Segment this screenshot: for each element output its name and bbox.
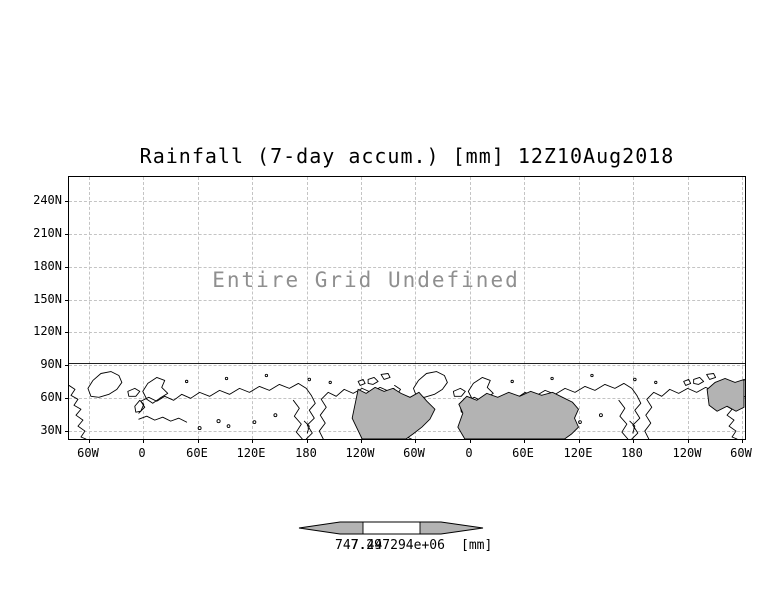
gridline-vertical <box>633 177 634 439</box>
x-tick-label: 60W <box>730 446 752 460</box>
gridline-horizontal <box>69 267 745 268</box>
y-tick-label: 150N <box>33 292 62 306</box>
colorbar-left-arrow <box>299 522 363 534</box>
gridline-vertical <box>89 177 90 439</box>
colorbar-outline <box>298 521 484 535</box>
y-tick-label: 60N <box>40 390 62 404</box>
x-tick-label: 60W <box>403 446 425 460</box>
y-tick-label: 240N <box>33 193 62 207</box>
x-axis-tick <box>361 439 362 443</box>
colorbar-units-label: [mm] <box>461 538 493 553</box>
x-tick-label: 60E <box>186 446 208 460</box>
x-tick-label: 180 <box>295 446 317 460</box>
colorbar-min-label: 747.29 <box>335 538 382 553</box>
y-axis-tick <box>65 332 69 333</box>
x-axis-tick <box>688 439 689 443</box>
x-axis-tick <box>89 439 90 443</box>
x-axis-tick <box>307 439 308 443</box>
x-tick-label: 0 <box>138 446 146 460</box>
shaded-landmass-northeast <box>706 377 745 412</box>
x-tick-label: 120E <box>563 446 593 460</box>
x-tick-label: 180 <box>621 446 643 460</box>
x-axis-tick <box>198 439 199 443</box>
gridline-horizontal <box>69 365 745 366</box>
colorbar-right-arrow <box>420 522 483 534</box>
y-axis-tick <box>65 234 69 235</box>
x-axis-tick <box>524 439 525 443</box>
gridline-vertical <box>143 177 144 439</box>
x-tick-label: 60E <box>512 446 534 460</box>
x-tick-label: 120E <box>236 446 266 460</box>
gridline-horizontal <box>69 234 745 235</box>
y-axis-tick <box>65 267 69 268</box>
page-title: Rainfall (7-day accum.) [mm] 12Z10Aug201… <box>139 144 675 168</box>
plot-frame <box>65 176 746 443</box>
y-tick-label: 210N <box>33 226 62 240</box>
x-tick-label: 0 <box>465 446 473 460</box>
y-tick-label: 30N <box>40 423 62 437</box>
gridline-vertical <box>361 177 362 439</box>
gridline-vertical <box>470 177 471 439</box>
x-axis-tick <box>742 439 743 443</box>
y-tick-label: 120N <box>33 324 62 338</box>
x-axis-tick <box>143 439 144 443</box>
gridline-vertical <box>198 177 199 439</box>
x-tick-label: 60W <box>77 446 99 460</box>
x-axis-tick <box>470 439 471 443</box>
y-axis-tick <box>65 201 69 202</box>
y-axis-tick <box>65 300 69 301</box>
y-axis-tick <box>65 365 69 366</box>
shaded-landmass-northamerica <box>351 386 436 439</box>
x-tick-label: 120W <box>672 446 702 460</box>
gridline-vertical <box>579 177 580 439</box>
gridline-vertical <box>688 177 689 439</box>
gridline-vertical <box>742 177 743 439</box>
gridline-vertical <box>307 177 308 439</box>
y-axis-tick <box>65 398 69 399</box>
undefined-grid-message: Entire Grid Undefined <box>212 268 520 292</box>
colorbar-max-label: 7.447294e+06 <box>351 538 445 553</box>
world-coastline-map <box>69 363 745 439</box>
gridline-vertical <box>415 177 416 439</box>
y-tick-label: 90N <box>40 357 62 371</box>
gridline-vertical <box>252 177 253 439</box>
gridline-vertical <box>524 177 525 439</box>
x-axis-tick <box>633 439 634 443</box>
shaded-landmass-asia <box>457 390 580 439</box>
x-axis-tick <box>415 439 416 443</box>
x-tick-label: 120W <box>345 446 375 460</box>
coastline-tile-1 <box>69 371 395 439</box>
colorbar <box>298 521 484 535</box>
gridline-horizontal <box>69 201 745 202</box>
gridline-horizontal <box>69 332 745 333</box>
y-tick-label: 180N <box>33 259 62 273</box>
x-axis-tick <box>252 439 253 443</box>
x-axis-tick <box>579 439 580 443</box>
gridline-horizontal <box>69 300 745 301</box>
y-axis-tick <box>65 431 69 432</box>
